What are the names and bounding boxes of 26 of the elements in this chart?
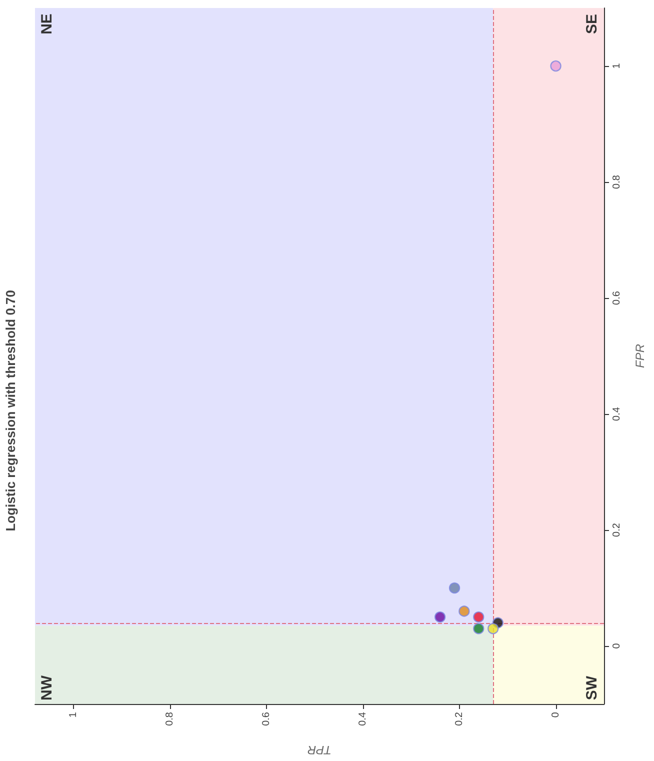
point — [458, 606, 470, 617]
x-axis-title: TPR — [307, 743, 332, 757]
x-tick-label: 0 — [550, 712, 562, 718]
x-tick-label: 1 — [68, 712, 80, 718]
band-label: SE — [584, 14, 600, 34]
x-tick-label: 0.6 — [260, 712, 272, 726]
point — [473, 611, 484, 623]
text: Logistic regression with threshold 0.70 — [3, 290, 18, 532]
x-tick-label: 0.8 — [164, 712, 176, 726]
point — [550, 60, 562, 72]
y-axis-title: FPR — [633, 344, 647, 368]
y-tick-label: 0.6 — [612, 290, 622, 305]
y-tick-label: 0 — [612, 642, 622, 649]
y-tick-label: 1 — [612, 62, 622, 69]
point — [448, 582, 460, 594]
point — [473, 623, 484, 634]
band-label: SW — [584, 675, 600, 700]
point — [488, 623, 499, 634]
y-tick-label: 0.4 — [612, 406, 622, 421]
y-tick-label: 0.8 — [612, 174, 622, 189]
band-label: NW — [38, 674, 56, 700]
x-tick-label: 0.4 — [357, 712, 368, 726]
point — [434, 611, 446, 623]
y-tick-label: 0.2 — [612, 522, 622, 537]
band-label: NE — [38, 14, 56, 34]
x-tick-label: 0.2 — [454, 712, 465, 726]
